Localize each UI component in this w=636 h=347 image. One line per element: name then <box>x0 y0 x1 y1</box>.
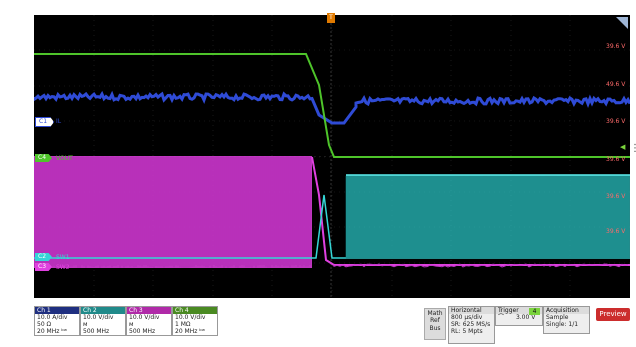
ch2-settings-box[interactable]: Ch 2 10.0 V/div ᴍ 500 MHz <box>80 306 126 336</box>
ref-level-label: 49.6 V <box>606 81 626 88</box>
ch2-title: Ch 2 <box>81 307 125 314</box>
ch3-bandwidth: 500 MHz <box>129 328 156 335</box>
ch3-trace-noise <box>333 263 629 268</box>
preview-button[interactable]: Preview <box>596 308 630 321</box>
math-label: Math <box>427 310 443 317</box>
ch2-scale: 10.0 V/div <box>83 314 114 321</box>
ref-level-label: 39.6 V <box>606 43 626 50</box>
ch2-switching-edges <box>345 175 629 258</box>
ch4-title: Ch 4 <box>173 307 217 314</box>
channel-tag-c1[interactable]: C1 <box>35 117 55 127</box>
ref-level-label: 39.6 V <box>606 118 626 125</box>
sample-rate: SR: 625 MS/s <box>451 321 491 328</box>
ch3-settings-box[interactable]: Ch 3 10.0 V/div ᴍ 500 MHz <box>126 306 172 336</box>
ch1-coupling: 50 Ω <box>37 321 52 328</box>
trigger-level-arrow-icon[interactable]: ◀ <box>620 143 626 151</box>
side-menu-handle-icon[interactable]: ⋮ <box>630 143 636 154</box>
ch4-settings-box[interactable]: Ch 4 10.0 V/div 1 MΩ 20 MHz ᵇʷ <box>172 306 218 336</box>
channel-label-c3: SW2 <box>56 264 70 271</box>
horizontal-settings-box[interactable]: Horizontal 800 µs/div SR: 625 MS/s RL: 5… <box>448 306 495 344</box>
bottom-settings-bar: Ch 1 10.0 A/div 50 Ω 20 MHz ᵇʷ Ch 2 10.0… <box>34 303 634 347</box>
ref-level-label: 39.6 V <box>606 156 626 163</box>
ref-level-label: 39.6 V <box>606 193 626 200</box>
math-ref-bus-button[interactable]: Math Ref Bus <box>424 308 446 340</box>
channel-label-c4: VOUT <box>56 155 73 162</box>
horizontal-scale: 800 µs/div <box>451 314 483 321</box>
ch2-bandwidth: 500 MHz <box>83 328 110 335</box>
horizontal-title: Horizontal <box>449 307 494 314</box>
record-length: RL: 5 Mpts <box>451 328 483 335</box>
channel-tag-c4[interactable]: C4 <box>35 154 53 162</box>
ch1-scale: 10.0 A/div <box>37 314 68 321</box>
acquisition-settings-box[interactable]: Acquisition Sample Single: 1/1 <box>543 306 590 334</box>
waveform-display[interactable]: T 39.6 V 49.6 V 39.6 V 39.6 V 39.6 V 39.… <box>34 13 630 298</box>
trigger-title: Trigger 4 <box>496 307 542 315</box>
waveform-canvas <box>34 15 630 298</box>
channel-tag-c2[interactable]: C2 <box>35 253 53 261</box>
ch1-title: Ch 1 <box>35 307 79 314</box>
ch1-bandwidth: 20 MHz ᵇʷ <box>37 328 67 335</box>
trigger-position-marker[interactable]: T <box>327 13 335 23</box>
ch3-coupling: ᴍ <box>129 321 134 328</box>
ch4-bandwidth: 20 MHz ᵇʷ <box>175 328 205 335</box>
ch3-scale: 10.0 V/div <box>129 314 160 321</box>
ch4-scale: 10.0 V/div <box>175 314 206 321</box>
trigger-level-row: ⌒ 3.00 V <box>496 314 542 321</box>
channel-label-c2: SW1 <box>56 254 70 261</box>
ch1-trace <box>34 90 630 125</box>
ch4-trace <box>34 53 630 158</box>
trigger-settings-box[interactable]: Trigger 4 ⌒ 3.00 V <box>495 306 543 326</box>
trigger-source-badge: 4 <box>529 308 540 315</box>
ch3-switching-edges <box>34 157 311 268</box>
ch1-settings-box[interactable]: Ch 1 10.0 A/div 50 Ω 20 MHz ᵇʷ <box>34 306 80 336</box>
acquisition-count: Single: 1/1 <box>546 321 579 328</box>
acquisition-mode: Sample <box>546 314 569 321</box>
ch2-coupling: ᴍ <box>83 321 88 328</box>
ch4-coupling: 1 MΩ <box>175 321 191 328</box>
trigger-slope-icon: ⌒ <box>498 314 505 321</box>
ch3-title: Ch 3 <box>127 307 171 314</box>
trigger-level: 3.00 V <box>515 314 536 321</box>
bus-label: Bus <box>429 325 441 332</box>
ref-label: Ref <box>430 317 440 324</box>
ch2-trace <box>34 194 346 259</box>
acquisition-title: Acquisition <box>544 307 589 314</box>
channel-tag-c3[interactable]: C3 <box>35 263 53 271</box>
ref-level-label: 39.6 V <box>606 228 626 235</box>
zoom-corner-icon[interactable] <box>616 17 628 29</box>
channel-label-c1: IL <box>56 118 62 125</box>
